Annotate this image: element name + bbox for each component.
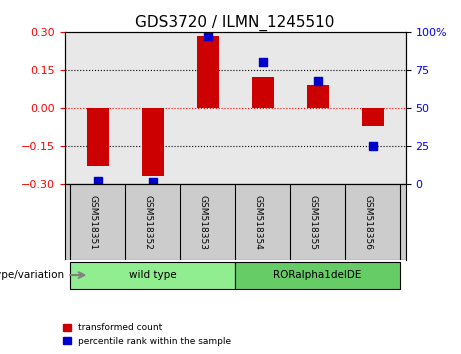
Bar xyxy=(252,78,274,108)
Bar xyxy=(87,108,108,166)
Text: RORalpha1delDE: RORalpha1delDE xyxy=(273,270,362,280)
Point xyxy=(94,178,101,184)
Point xyxy=(314,78,321,83)
Text: GSM518356: GSM518356 xyxy=(364,195,372,250)
Text: GSM518355: GSM518355 xyxy=(309,195,318,250)
Legend: transformed count, percentile rank within the sample: transformed count, percentile rank withi… xyxy=(60,320,235,349)
FancyBboxPatch shape xyxy=(235,262,400,289)
Text: GSM518354: GSM518354 xyxy=(254,195,263,250)
Point xyxy=(369,143,376,149)
Text: GSM518352: GSM518352 xyxy=(143,195,153,250)
Bar xyxy=(307,85,329,108)
Text: GSM518351: GSM518351 xyxy=(89,195,98,250)
Bar xyxy=(362,108,384,126)
Title: GDS3720 / ILMN_1245510: GDS3720 / ILMN_1245510 xyxy=(136,14,335,30)
Point xyxy=(259,59,266,65)
Text: GSM518353: GSM518353 xyxy=(199,195,207,250)
Point xyxy=(149,179,156,185)
Bar xyxy=(142,108,164,176)
Text: wild type: wild type xyxy=(129,270,177,280)
FancyBboxPatch shape xyxy=(70,262,235,289)
Text: genotype/variation: genotype/variation xyxy=(0,270,65,280)
Bar xyxy=(196,36,219,108)
Point xyxy=(204,34,211,39)
